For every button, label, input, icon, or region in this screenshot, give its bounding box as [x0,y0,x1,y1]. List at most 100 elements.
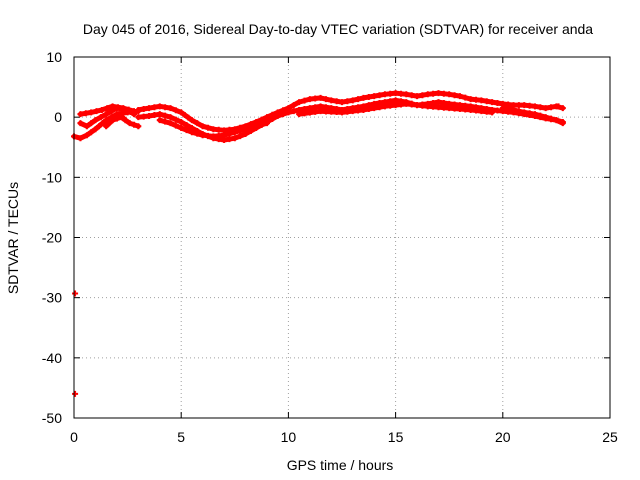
data-point [231,135,238,142]
data-point [559,120,566,127]
data-point [456,106,463,113]
data-point [296,111,303,118]
data-point [140,113,147,120]
data-point [188,129,195,136]
data-point [467,96,474,103]
data-point [537,112,544,119]
data-point [215,126,222,133]
data-point [185,114,192,121]
x-tick-label: 25 [602,429,618,445]
data-point [478,108,485,115]
data-point [392,90,399,97]
data-point [548,104,555,111]
data-point [103,111,110,118]
data-point [371,105,378,112]
data-point [467,106,474,113]
chart-title: Day 045 of 2016, Sidereal Day-to-day VTE… [83,21,593,37]
data-point [92,117,99,124]
data-point [521,102,528,109]
data-point [98,106,105,113]
data-point [126,120,133,127]
plot-frame [73,56,611,419]
data-point [131,121,138,128]
data-point [156,117,163,124]
data-point [440,104,447,111]
data-point [317,108,324,115]
data-point [414,102,421,109]
data-point [93,108,100,115]
data-point [113,115,120,122]
data-point [397,101,404,108]
data-point [178,118,185,125]
outlier-point [72,390,79,397]
x-tick-label: 20 [495,429,511,445]
data-point [88,129,95,136]
data-point [103,123,110,130]
data-point [344,98,351,105]
data-point [109,103,116,110]
data-point [526,102,533,109]
data-point [301,110,308,117]
x-axis-label: GPS time / hours [287,457,394,473]
data-point [505,106,512,113]
data-point [194,120,201,127]
data-point [242,126,249,133]
data-point [483,98,490,105]
data-point [489,99,496,106]
data-point [205,124,211,131]
data-point [494,100,501,107]
data-point [435,104,442,111]
data-point [339,99,345,106]
data-point [478,97,485,104]
data-point [537,104,544,111]
x-tick-label: 5 [177,429,185,445]
data-point [494,107,501,114]
data-point [403,91,410,98]
data-point [96,123,103,130]
data-point [172,116,179,123]
data-point [489,109,496,116]
data-point [118,114,125,121]
y-tick-label: 0 [54,109,62,125]
data-point [333,109,340,116]
data-point [258,121,265,128]
data-point [167,120,174,127]
data-point [178,124,185,131]
data-point [301,97,308,104]
data-point [205,132,211,139]
data-point [114,104,121,111]
data-point [290,102,297,109]
data-point [408,101,415,108]
data-point [440,90,447,97]
data-point [263,120,270,127]
data-point [387,102,394,109]
data-point [140,106,147,113]
data-point [312,108,319,115]
data-point [548,115,555,122]
data-point [424,103,431,110]
data-point [77,111,84,118]
data-point [403,100,410,107]
data-point [473,96,479,103]
data-point [328,108,335,115]
data-point [237,127,244,134]
data-point [106,120,113,127]
data-point [77,120,84,127]
data-point [183,121,190,128]
data-point [88,120,95,127]
data-point [269,115,276,122]
data-point [151,112,158,119]
data-point [397,90,404,97]
data-point [542,114,549,121]
data-point [135,123,142,130]
data-point [135,106,142,113]
data-point [146,112,153,119]
data-point [435,90,442,97]
data-point [122,117,129,124]
data-point [97,114,104,121]
data-point [462,106,469,113]
data-point [312,95,319,102]
data-point [531,103,538,110]
data-point [172,122,179,129]
data-point [510,106,517,113]
